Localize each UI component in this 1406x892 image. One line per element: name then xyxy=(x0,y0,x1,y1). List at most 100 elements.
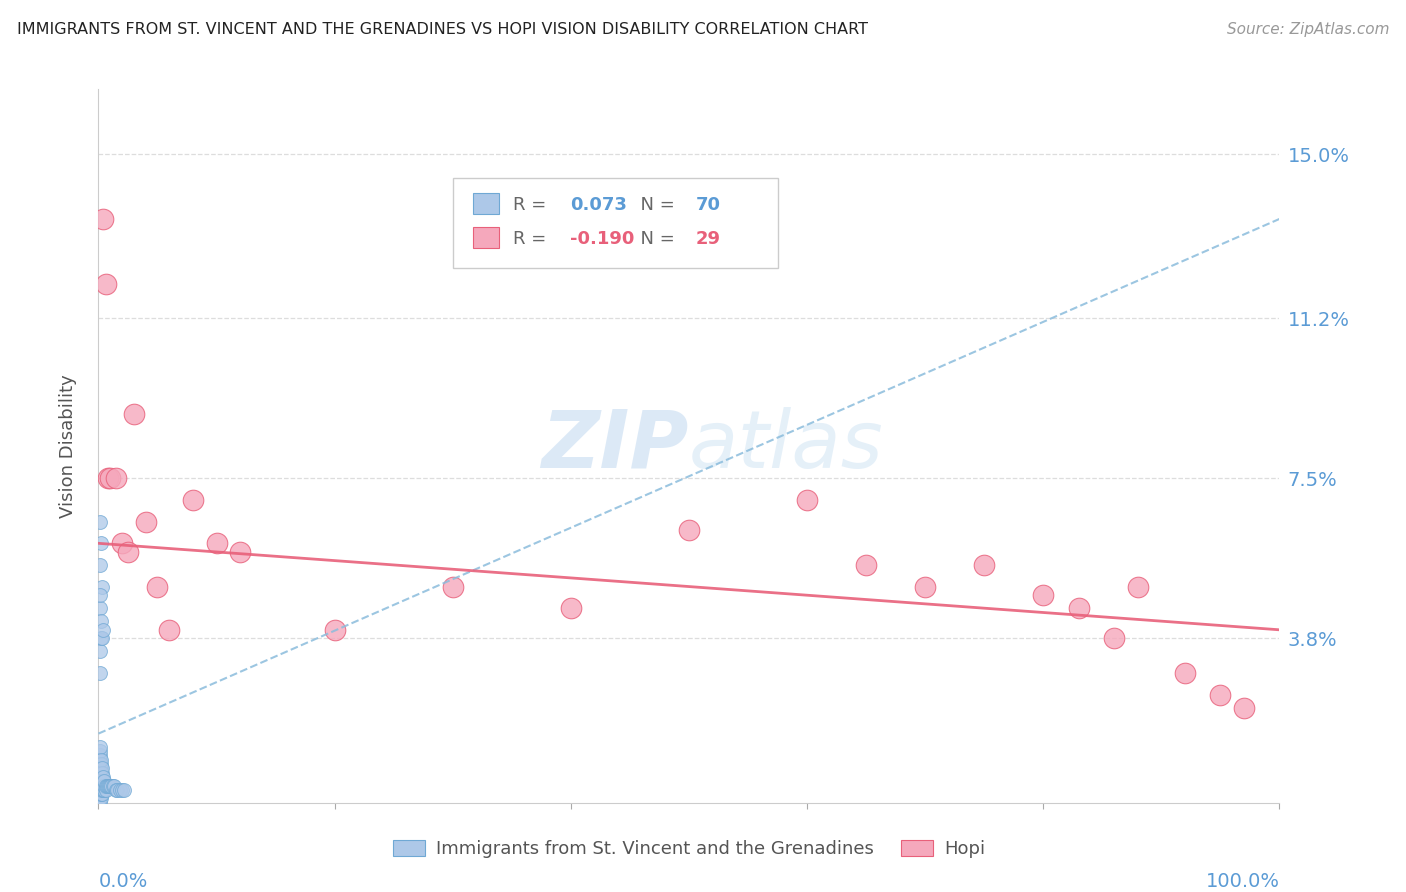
Point xyxy=(89,666,111,681)
Text: R =: R = xyxy=(513,230,553,248)
Point xyxy=(96,779,118,793)
Text: Source: ZipAtlas.com: Source: ZipAtlas.com xyxy=(1226,22,1389,37)
Point xyxy=(91,787,114,801)
Point xyxy=(89,791,111,805)
Point xyxy=(101,779,124,793)
Text: 0.0%: 0.0% xyxy=(98,872,148,891)
Point xyxy=(90,765,112,780)
Point xyxy=(98,779,121,793)
Point xyxy=(90,770,112,784)
Point xyxy=(91,774,114,789)
Point xyxy=(112,782,135,797)
Point xyxy=(111,782,134,797)
Point xyxy=(90,779,112,793)
Point xyxy=(90,761,112,775)
Point xyxy=(89,601,111,615)
Point xyxy=(1126,580,1149,594)
Point xyxy=(89,515,111,529)
Point xyxy=(89,796,111,810)
Point xyxy=(914,580,936,594)
Point xyxy=(1067,601,1090,615)
Point xyxy=(105,782,128,797)
Point xyxy=(89,782,111,797)
Point xyxy=(94,782,117,797)
Point xyxy=(157,623,180,637)
Point xyxy=(90,787,112,801)
Point xyxy=(89,791,111,805)
Text: ZIP: ZIP xyxy=(541,407,689,485)
Point xyxy=(91,782,114,797)
Point xyxy=(89,770,111,784)
Text: N =: N = xyxy=(628,230,681,248)
Point xyxy=(1102,632,1125,646)
Point xyxy=(135,515,157,529)
Point xyxy=(1174,666,1197,681)
Point xyxy=(973,558,995,572)
Point xyxy=(97,779,120,793)
Point xyxy=(560,601,582,615)
Point xyxy=(89,787,111,801)
Point xyxy=(796,493,818,508)
Point xyxy=(100,779,122,793)
Point xyxy=(205,536,228,550)
Y-axis label: Vision Disability: Vision Disability xyxy=(59,374,77,518)
Point xyxy=(91,580,114,594)
Text: atlas: atlas xyxy=(689,407,884,485)
FancyBboxPatch shape xyxy=(472,227,499,248)
Point xyxy=(91,770,114,784)
Point xyxy=(91,782,114,797)
Point xyxy=(181,493,204,508)
Point xyxy=(91,623,114,637)
Point xyxy=(90,536,112,550)
Text: 100.0%: 100.0% xyxy=(1205,872,1279,891)
Point xyxy=(93,782,115,797)
Point xyxy=(94,779,117,793)
Point xyxy=(89,770,111,784)
Point xyxy=(94,277,117,291)
Point xyxy=(108,782,131,797)
Text: R =: R = xyxy=(513,196,553,214)
Point xyxy=(855,558,877,572)
Point xyxy=(111,536,134,550)
Point xyxy=(1209,688,1232,702)
Point xyxy=(117,545,139,559)
Point xyxy=(89,779,111,793)
Text: IMMIGRANTS FROM ST. VINCENT AND THE GRENADINES VS HOPI VISION DISABILITY CORRELA: IMMIGRANTS FROM ST. VINCENT AND THE GREN… xyxy=(17,22,868,37)
Point xyxy=(103,779,125,793)
Point xyxy=(89,756,111,771)
Legend: Immigrants from St. Vincent and the Grenadines, Hopi: Immigrants from St. Vincent and the Gren… xyxy=(385,832,993,865)
Point xyxy=(93,779,115,793)
Point xyxy=(90,774,112,789)
Point xyxy=(90,791,112,805)
Point xyxy=(89,774,111,789)
Text: 29: 29 xyxy=(696,230,721,248)
Point xyxy=(89,761,111,775)
Point xyxy=(91,779,114,793)
Point xyxy=(90,782,112,797)
Point xyxy=(98,471,121,485)
Point xyxy=(89,787,111,801)
Point xyxy=(91,774,114,789)
FancyBboxPatch shape xyxy=(472,193,499,214)
Point xyxy=(90,614,112,628)
Point xyxy=(89,588,111,602)
Point xyxy=(89,753,111,767)
Point xyxy=(91,211,114,226)
Point xyxy=(1233,700,1256,714)
Point xyxy=(1032,588,1054,602)
Point xyxy=(91,761,114,775)
Point xyxy=(89,558,111,572)
Text: N =: N = xyxy=(628,196,681,214)
Point xyxy=(97,471,120,485)
Text: 0.073: 0.073 xyxy=(569,196,627,214)
Point xyxy=(89,779,111,793)
Point xyxy=(91,765,114,780)
Point xyxy=(93,774,115,789)
Text: -0.190: -0.190 xyxy=(569,230,634,248)
Point xyxy=(89,774,111,789)
Point xyxy=(91,770,114,784)
Point xyxy=(678,524,700,538)
FancyBboxPatch shape xyxy=(453,178,778,268)
Point xyxy=(98,779,121,793)
Text: 70: 70 xyxy=(696,196,721,214)
